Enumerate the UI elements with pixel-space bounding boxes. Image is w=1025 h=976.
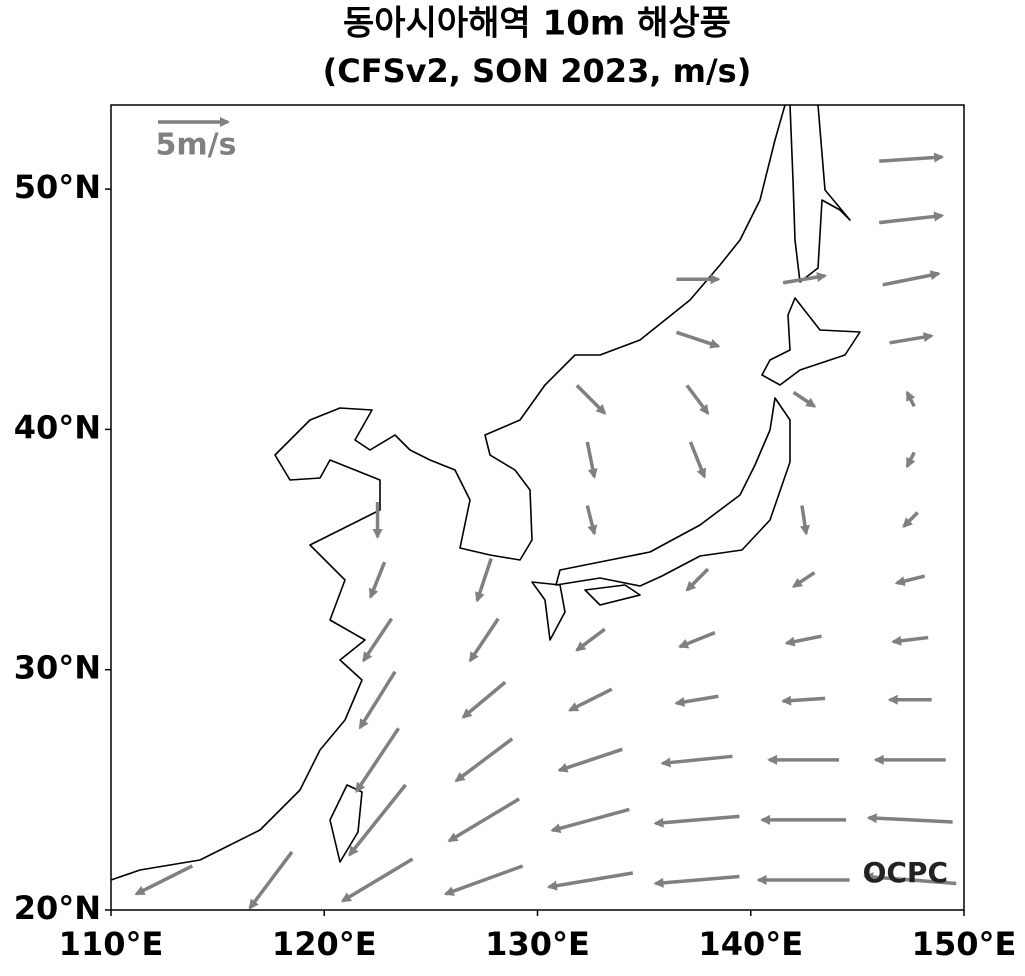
coastline-honshu xyxy=(555,397,791,587)
wind-arrow xyxy=(474,558,493,603)
wind-arrow xyxy=(800,505,810,536)
wind-arrow xyxy=(894,574,926,586)
coastline-kyushu xyxy=(531,581,566,641)
wind-arrow xyxy=(340,857,414,903)
wind-arrow xyxy=(355,727,401,793)
y-tick-label: 20°N xyxy=(14,889,101,927)
y-tick-label: 30°N xyxy=(14,649,101,687)
wind-arrow xyxy=(557,747,623,773)
wind-arrow xyxy=(358,670,397,730)
wind-arrow xyxy=(585,505,598,536)
coastline-mainland xyxy=(110,104,786,881)
wind-arrow xyxy=(905,390,916,408)
wind-arrow xyxy=(575,627,606,652)
wind-vectors xyxy=(134,152,957,910)
wind-arrow xyxy=(866,813,953,824)
x-tick-label: 140°E xyxy=(698,925,803,963)
wind-arrow xyxy=(368,561,387,599)
wind-arrow xyxy=(889,332,934,345)
wind-arrow xyxy=(878,211,945,225)
wind-arrow xyxy=(685,567,710,592)
wind-arrow xyxy=(879,152,945,163)
wind-arrow xyxy=(447,797,521,843)
wind-arrow xyxy=(902,511,919,528)
wind-arrow xyxy=(882,270,941,287)
x-tick-label: 130°E xyxy=(485,925,590,963)
wind-arrow xyxy=(443,864,524,896)
y-tick-label: 40°N xyxy=(14,408,101,446)
wind-arrow xyxy=(891,635,929,646)
coastline-taiwan xyxy=(329,784,363,863)
wind-arrow xyxy=(546,871,634,891)
map-title: 동아시아해역 10m 해상풍 xyxy=(343,4,731,44)
wind-arrow xyxy=(688,441,707,479)
wind-arrow xyxy=(678,631,716,649)
wind-arrow xyxy=(348,783,407,857)
wind-arrow xyxy=(248,850,294,910)
wind-arrow xyxy=(454,737,514,783)
wind-arrow xyxy=(653,874,740,888)
wind-arrow xyxy=(550,807,630,834)
wind-arrow xyxy=(468,617,500,663)
coastlines xyxy=(110,104,861,881)
map-frame xyxy=(110,104,965,911)
wind-arrow xyxy=(653,814,740,828)
wind-arrow xyxy=(461,680,507,719)
wind-arrow xyxy=(792,390,817,408)
wind-arrow xyxy=(585,441,598,479)
wind-arrow xyxy=(674,694,719,707)
wind-arrow xyxy=(863,872,957,886)
wind-arrow xyxy=(568,687,613,712)
wind-arrow xyxy=(660,754,733,768)
coastline-sakhalin xyxy=(789,104,851,283)
wind-arrow xyxy=(791,571,816,589)
wind-arrow xyxy=(905,451,916,469)
wind-arrow xyxy=(675,330,721,349)
wind-arrow xyxy=(685,384,710,415)
x-tick-label: 120°E xyxy=(272,925,377,963)
wind-arrow xyxy=(362,617,394,663)
map-subtitle: (CFSv2, SON 2023, m/s) xyxy=(323,52,752,90)
x-tick-label: 110°E xyxy=(59,925,164,963)
wind-arrow xyxy=(134,864,194,896)
reference-label: 5m/s xyxy=(156,128,237,163)
wind-arrow xyxy=(575,384,607,415)
coastline-shikoku xyxy=(584,584,641,606)
x-tick-label: 150°E xyxy=(912,925,1017,963)
coastline-hokkaido xyxy=(761,297,861,386)
y-tick-label: 50°N xyxy=(14,168,101,206)
wind-arrow xyxy=(784,634,822,647)
wind-arrow xyxy=(782,272,828,285)
watermark: OCPC xyxy=(863,856,948,889)
wind-arrow xyxy=(781,695,826,706)
